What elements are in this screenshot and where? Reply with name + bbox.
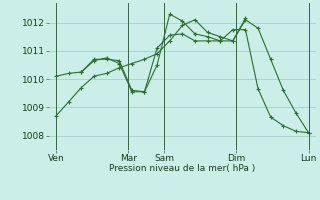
- X-axis label: Pression niveau de la mer( hPa ): Pression niveau de la mer( hPa ): [109, 164, 255, 173]
